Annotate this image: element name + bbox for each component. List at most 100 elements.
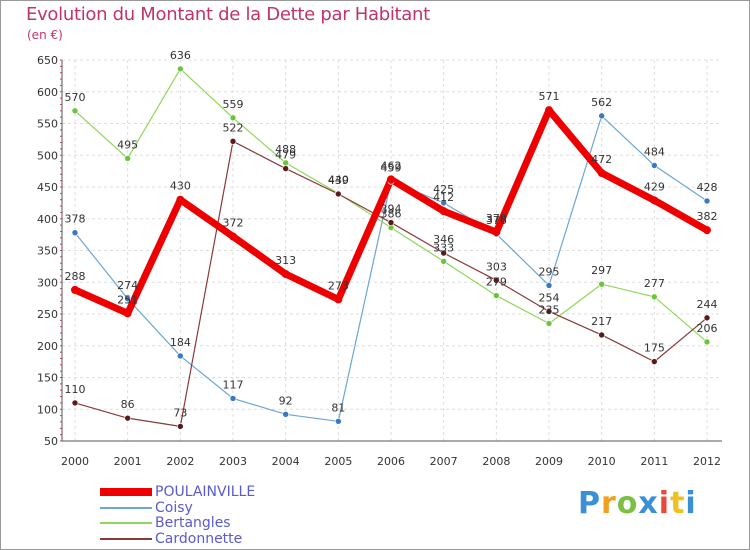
data-point (334, 295, 343, 304)
legend-item: POULAINVILLE (100, 484, 255, 500)
legend-item: Coisy (100, 500, 193, 516)
data-point (335, 190, 342, 198)
x-tick-label: 2001 (114, 455, 142, 468)
data-point (229, 114, 237, 122)
x-tick-label: 2002 (166, 455, 194, 468)
data-label: 274 (117, 279, 138, 292)
data-point (123, 309, 132, 318)
data-point (71, 285, 79, 294)
data-label: 254 (539, 291, 560, 304)
data-label: 251 (117, 293, 138, 306)
logo-letter: P (578, 486, 601, 521)
y-tick-label: 50 (44, 435, 58, 448)
data-label: 273 (328, 279, 349, 292)
data-label: 479 (275, 149, 296, 162)
logo-letter: i (685, 486, 697, 521)
data-point (440, 257, 447, 265)
x-tick-label: 2011 (640, 455, 668, 468)
x-tick-label: 2004 (272, 455, 300, 468)
x-tick-label: 2005 (324, 455, 352, 468)
y-tick-label: 150 (37, 372, 58, 385)
data-point (177, 352, 184, 360)
x-tick-label: 2007 (430, 455, 458, 468)
data-point (124, 295, 131, 303)
data-label: 376 (486, 214, 507, 227)
data-label: 379 (486, 212, 507, 225)
data-label: 522 (223, 121, 244, 134)
data-label: 472 (591, 153, 612, 166)
data-point (493, 277, 500, 284)
data-point (440, 249, 447, 257)
data-point (440, 199, 447, 207)
data-label: 117 (223, 378, 244, 391)
data-label: 430 (170, 180, 191, 193)
data-point (176, 195, 185, 204)
x-tick-label: 2012 (693, 455, 721, 468)
data-point (282, 411, 289, 418)
x-tick-label: 2000 (61, 455, 89, 468)
data-label: 440 (328, 173, 349, 186)
legend-swatch (100, 506, 152, 509)
data-point (71, 107, 79, 115)
logo-letter: x (638, 486, 659, 521)
data-label: 303 (486, 260, 507, 273)
data-point (651, 162, 658, 169)
data-point (282, 165, 289, 172)
data-point (598, 112, 605, 120)
data-label: 439 (328, 174, 349, 187)
y-tick-label: 350 (37, 245, 58, 258)
data-label: 571 (539, 90, 560, 103)
data-point (598, 331, 605, 339)
x-tick-label: 2006 (377, 455, 405, 468)
data-label: 378 (65, 213, 86, 226)
data-label: 110 (65, 383, 86, 396)
data-label: 206 (697, 322, 718, 335)
data-point (335, 418, 342, 425)
data-label: 636 (170, 49, 191, 62)
data-point (281, 269, 290, 278)
chart-title: Evolution du Montant de la Dette par Hab… (26, 4, 430, 25)
logo-letter: o (616, 486, 639, 521)
y-tick-label: 300 (37, 276, 58, 289)
data-label: 570 (65, 91, 86, 104)
y-tick-label: 250 (37, 308, 58, 321)
data-label: 394 (381, 203, 402, 216)
y-tick-label: 450 (37, 181, 58, 194)
data-point (545, 308, 553, 315)
data-label: 484 (644, 145, 665, 158)
legend-item: Cardonnette (100, 531, 242, 547)
logo-letter: t (670, 486, 686, 521)
data-point (229, 395, 237, 402)
data-label: 81 (331, 401, 345, 414)
data-point (387, 175, 395, 184)
data-label: 562 (591, 96, 612, 109)
data-label: 412 (433, 191, 454, 204)
data-point (651, 293, 658, 301)
data-point (439, 207, 448, 216)
data-label: 295 (539, 265, 560, 278)
x-tick-label: 2010 (588, 455, 616, 468)
data-label: 559 (223, 98, 244, 111)
logo-letter: r (601, 486, 617, 521)
data-point (177, 423, 184, 430)
y-tick-label: 550 (37, 118, 58, 131)
legend-label: Cardonnette (155, 530, 243, 547)
legend-swatch (100, 537, 152, 540)
y-tick-label: 400 (37, 213, 58, 226)
data-label: 495 (117, 138, 138, 151)
data-label: 297 (591, 264, 612, 277)
data-label: 73 (173, 406, 187, 419)
logo-letter: i (658, 486, 671, 521)
data-point (229, 137, 237, 145)
data-point (545, 282, 553, 289)
legend-label: Coisy (155, 499, 193, 516)
proxiti-logo: Proxiti (578, 486, 697, 521)
data-point (71, 399, 79, 407)
data-label: 217 (591, 315, 612, 328)
data-label: 175 (644, 342, 665, 355)
data-point (650, 196, 659, 205)
data-label: 346 (433, 233, 454, 246)
data-label: 313 (275, 254, 296, 267)
data-label: 386 (381, 208, 402, 221)
legend-swatch (100, 488, 152, 496)
